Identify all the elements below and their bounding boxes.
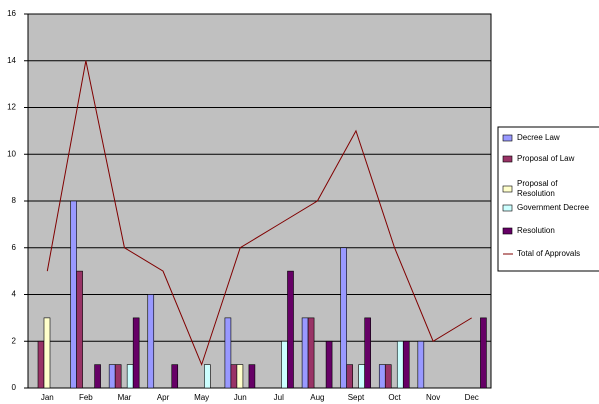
y-tick-label: 14 [7, 56, 16, 65]
bar [114, 364, 122, 389]
x-tick-label: Nov [426, 393, 440, 402]
legend-label: Total of Approvals [517, 249, 580, 258]
y-tick-label: 6 [12, 243, 17, 252]
x-tick-label: Jan [41, 393, 54, 402]
y-tick-label: 4 [12, 290, 17, 299]
legend-swatch [502, 185, 513, 193]
y-tick-label: 10 [7, 149, 16, 158]
bar [204, 364, 211, 389]
bar [37, 340, 45, 389]
legend-label: Proposal of Resolution [517, 179, 560, 198]
x-tick-label: Jul [274, 393, 284, 402]
legend-swatch [502, 155, 513, 163]
x-tick-label: May [194, 393, 209, 402]
bar [236, 364, 244, 389]
legend-swatch [502, 227, 513, 235]
y-tick-label: 16 [7, 9, 16, 18]
x-tick-label: Feb [79, 393, 93, 402]
y-tick-label: 0 [12, 383, 17, 392]
bar [378, 364, 386, 389]
bar [108, 364, 116, 389]
legend-swatch [502, 134, 513, 142]
legend-label: Proposal of Law [517, 154, 575, 163]
x-tick-label: Apr [157, 393, 170, 402]
legend-label: Decree Law [517, 133, 560, 142]
bar [301, 317, 309, 389]
bar [346, 364, 353, 389]
bar [230, 364, 238, 389]
bar [43, 317, 51, 389]
legend-swatch [502, 204, 513, 212]
bar [364, 317, 371, 389]
x-tick-label: Jun [234, 393, 247, 402]
x-tick-label: Oct [388, 393, 401, 402]
bar [358, 364, 365, 389]
bar [384, 364, 392, 389]
bar [340, 247, 347, 389]
bar [132, 317, 140, 389]
bar [281, 340, 288, 389]
plot-border [27, 13, 492, 389]
bar [307, 317, 315, 389]
bar [396, 340, 404, 389]
bar [480, 317, 487, 389]
bar [94, 364, 101, 389]
bar [147, 294, 155, 389]
bar [76, 270, 83, 389]
bar [171, 364, 179, 389]
bar [402, 340, 410, 389]
bar [248, 364, 256, 389]
x-tick-label: Mar [118, 393, 132, 402]
y-tick-label: 12 [7, 103, 16, 112]
bar [224, 317, 232, 389]
x-tick-label: Sept [348, 393, 365, 402]
bar [126, 364, 134, 389]
bar [70, 200, 77, 389]
y-tick-label: 2 [12, 336, 17, 345]
legend-label: Government Decree [517, 203, 590, 212]
x-tick-label: Dec [465, 393, 479, 402]
y-tick-label: 8 [12, 196, 17, 205]
bar [325, 340, 333, 389]
legend-box [497, 126, 599, 272]
legend-label: Resolution [517, 226, 555, 235]
bar [417, 340, 425, 389]
line [46, 60, 472, 367]
bar [287, 270, 294, 389]
x-tick-label: Aug [310, 393, 324, 402]
